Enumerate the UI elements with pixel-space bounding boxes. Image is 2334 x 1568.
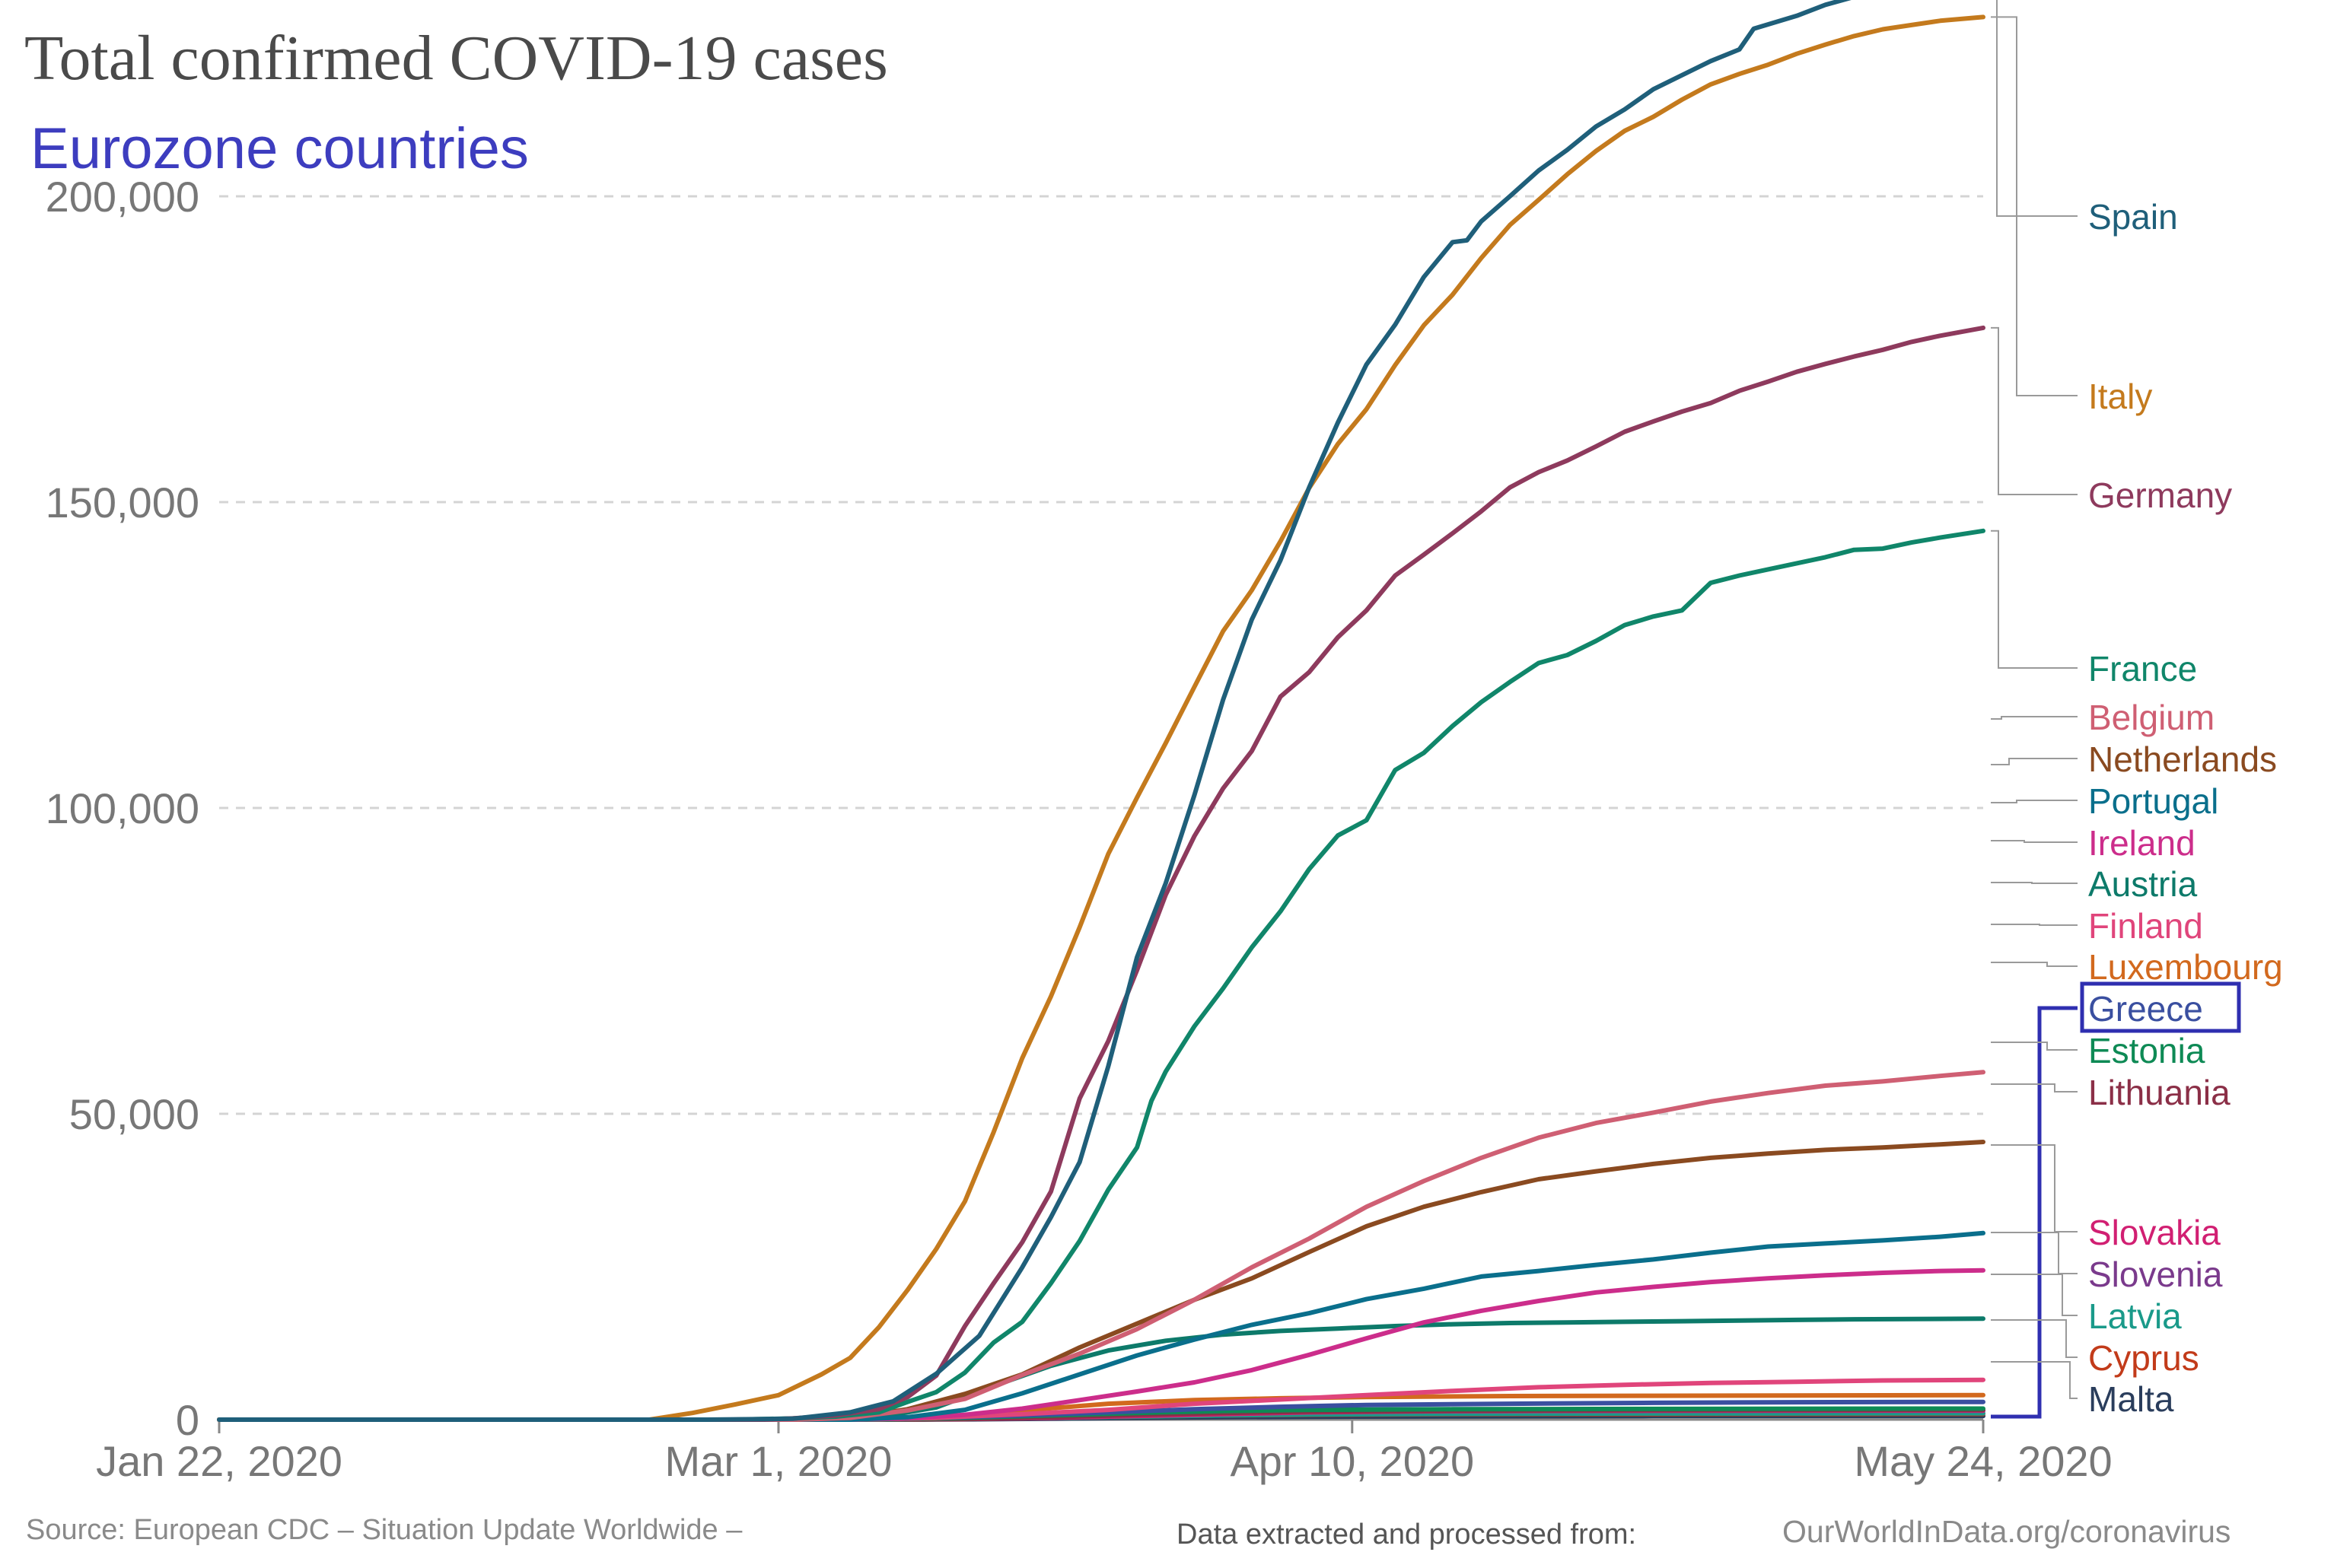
connector-italy	[1991, 16, 2078, 396]
connector-estonia	[1991, 1042, 2078, 1051]
y-tick-label: 200,000	[46, 173, 199, 221]
connector-france	[1991, 530, 2078, 669]
extracted-text: Data extracted and processed from:	[1177, 1519, 1637, 1551]
connector-latvia	[1991, 1274, 2078, 1316]
grid-lines	[219, 195, 1983, 1115]
series-label-slovenia[interactable]: Slovenia	[2088, 1255, 2223, 1294]
label-connectors	[1991, 0, 2078, 1419]
connector-germany	[1991, 326, 2078, 495]
series-line-spain[interactable]	[217, 0, 1983, 1422]
x-tick-label: Jan 22, 2020	[96, 1437, 342, 1485]
x-axis: Jan 22, 2020 Mar 1, 2020 Apr 10, 2020 May 2…	[96, 1418, 2113, 1485]
connector-portugal	[1991, 800, 2078, 803]
series-label-luxembourg[interactable]: Luxembourg	[2088, 947, 2283, 987]
connector-malta	[1991, 1361, 2078, 1399]
series-line-portugal[interactable]	[217, 1230, 1985, 1422]
y-tick-label: 150,000	[46, 479, 199, 526]
chart-subtitle: Eurozone countries	[30, 116, 529, 181]
source-text: Source: European CDC – Situation Update …	[26, 1514, 743, 1546]
series-labels[interactable]: Spain Italy Germany France BelgiumNetherland…	[2080, 197, 2283, 1419]
series-line-ireland[interactable]	[217, 1267, 1985, 1422]
connector-ireland	[1991, 840, 2078, 843]
series-label-belgium[interactable]: Belgium	[2088, 698, 2215, 737]
series-label-italy[interactable]: Italy	[2088, 377, 2152, 416]
series-line-germany[interactable]	[217, 325, 1985, 1422]
connector-slovakia	[1991, 1144, 2078, 1232]
x-tick-label: May 24, 2020	[1854, 1437, 2112, 1485]
series-lines	[217, 0, 1985, 1422]
series-label-france[interactable]: France	[2088, 649, 2197, 689]
series-label-austria[interactable]: Austria	[2088, 864, 2198, 904]
connector-cyprus	[1991, 1319, 2078, 1358]
connector-slovenia	[1991, 1232, 2078, 1274]
series-label-greece[interactable]: Greece	[2088, 989, 2203, 1029]
series-label-spain[interactable]: Spain	[2088, 197, 2178, 237]
series-label-netherlands[interactable]: Netherlands	[2088, 739, 2277, 779]
series-line-italy[interactable]	[217, 14, 1985, 1422]
series-line-belgium[interactable]	[217, 1070, 1985, 1422]
series-line-france[interactable]	[217, 528, 1985, 1422]
y-tick-label: 50,000	[69, 1090, 199, 1138]
x-tick-label: Apr 10, 2020	[1230, 1437, 1474, 1485]
series-label-portugal[interactable]: Portugal	[2088, 781, 2218, 821]
connector-luxembourg	[1991, 962, 2078, 967]
series-line-netherlands[interactable]	[217, 1140, 1985, 1422]
source-link[interactable]: OurWorldInData.org/coronavirus	[1782, 1514, 2231, 1549]
x-tick-label: Mar 1, 2020	[665, 1437, 893, 1485]
series-label-lithuania[interactable]: Lithuania	[2088, 1073, 2231, 1112]
y-tick-label: 0	[176, 1396, 199, 1444]
connector-greece	[1991, 1006, 2078, 1419]
connector-finland	[1991, 924, 2078, 926]
series-label-cyprus[interactable]: Cyprus	[2088, 1338, 2199, 1378]
chart-title: Total confirmed COVID-19 cases	[24, 23, 888, 94]
series-label-estonia[interactable]: Estonia	[2088, 1031, 2205, 1070]
connector-spain	[1996, 0, 2078, 217]
highlight-box	[2080, 981, 2241, 1033]
series-label-malta[interactable]: Malta	[2088, 1379, 2174, 1419]
y-axis-ticks: 0 50,000 100,000 150,000 200,000	[46, 173, 199, 1444]
series-label-ireland[interactable]: Ireland	[2088, 823, 2195, 863]
series-label-slovakia[interactable]: Slovakia	[2088, 1213, 2221, 1252]
series-label-germany[interactable]: Germany	[2088, 475, 2232, 515]
series-label-finland[interactable]: Finland	[2088, 906, 2203, 946]
y-tick-label: 100,000	[46, 784, 199, 832]
connector-netherlands	[1991, 758, 2078, 765]
connector-belgium	[1991, 716, 2078, 720]
series-label-latvia[interactable]: Latvia	[2088, 1296, 2182, 1336]
connector-lithuania	[1991, 1083, 2078, 1093]
